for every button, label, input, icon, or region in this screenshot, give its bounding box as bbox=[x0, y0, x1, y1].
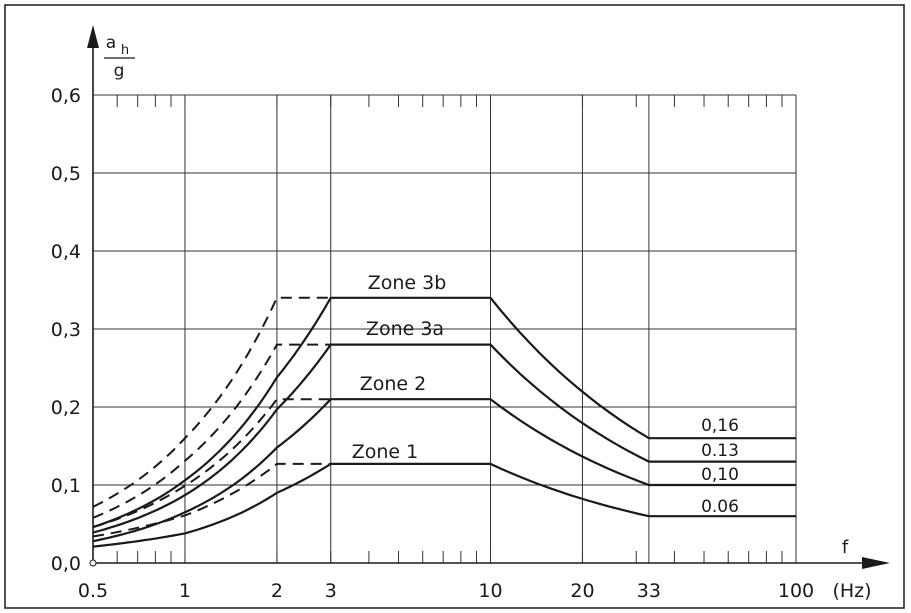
series-label-zone-3a: Zone 3a bbox=[366, 318, 444, 340]
y-tick-label: 0,4 bbox=[51, 241, 81, 263]
origin-marker bbox=[89, 559, 97, 567]
x-axis-label: f bbox=[842, 537, 849, 558]
x-tick-label: 33 bbox=[637, 580, 661, 602]
series-zone-1-dashed-line bbox=[92, 462, 331, 538]
series-label-zone-3b: Zone 3b bbox=[368, 272, 447, 294]
outer-border bbox=[4, 4, 905, 609]
series-lines bbox=[92, 296, 796, 548]
y-tick-label: 0,3 bbox=[51, 319, 81, 341]
y-tick-label: 0,2 bbox=[51, 397, 81, 419]
y-axis-label-denominator: g bbox=[114, 61, 125, 81]
series-zone-3b-dashed-line bbox=[92, 296, 331, 508]
x-tick-label: 2 bbox=[271, 580, 283, 602]
end-label-zone-2: 0,10 bbox=[701, 465, 739, 485]
series-zone-1-line bbox=[92, 462, 796, 548]
series-label-zone-2: Zone 2 bbox=[360, 373, 427, 395]
x-tick-label: 10 bbox=[478, 580, 502, 602]
y-tick-label: 0,5 bbox=[51, 163, 81, 185]
y-axis-label-numerator: a bbox=[106, 33, 116, 53]
labels: a h g f (Hz) Zone 3b Zone 3a Zone 2 Zone… bbox=[104, 33, 872, 602]
y-tick-label: 0,1 bbox=[51, 475, 81, 497]
x-tick-label: 3 bbox=[325, 580, 337, 602]
x-tick-label: 20 bbox=[570, 580, 594, 602]
y-axis-label-subscript: h bbox=[121, 43, 129, 58]
y-tick-label: 0,6 bbox=[51, 85, 81, 107]
series-zone-3a-line bbox=[92, 343, 796, 534]
y-axis-arrow bbox=[87, 25, 99, 48]
series-label-zone-1: Zone 1 bbox=[352, 441, 419, 463]
x-tick-label: 100 bbox=[778, 580, 814, 602]
x-tick-label: 0.5 bbox=[78, 580, 108, 602]
end-label-zone-3a: 0.13 bbox=[701, 441, 739, 461]
end-label-zone-3b: 0,16 bbox=[701, 416, 739, 436]
x-tick-label: 1 bbox=[179, 580, 191, 602]
x-axis-arrow bbox=[862, 557, 890, 569]
end-label-zone-1: 0.06 bbox=[701, 497, 739, 517]
series-zone-3b-line bbox=[92, 296, 796, 529]
y-tick-label: 0,0 bbox=[51, 553, 81, 575]
axes: 0,0 0,1 0,2 0,3 0,4 0,5 0,6 0.5 1 2 3 10 20 33 100 bbox=[51, 25, 890, 602]
series-zone-2-line bbox=[92, 398, 796, 543]
x-axis-unit: (Hz) bbox=[832, 580, 871, 602]
series-zone-2-dashed-line bbox=[92, 398, 331, 529]
